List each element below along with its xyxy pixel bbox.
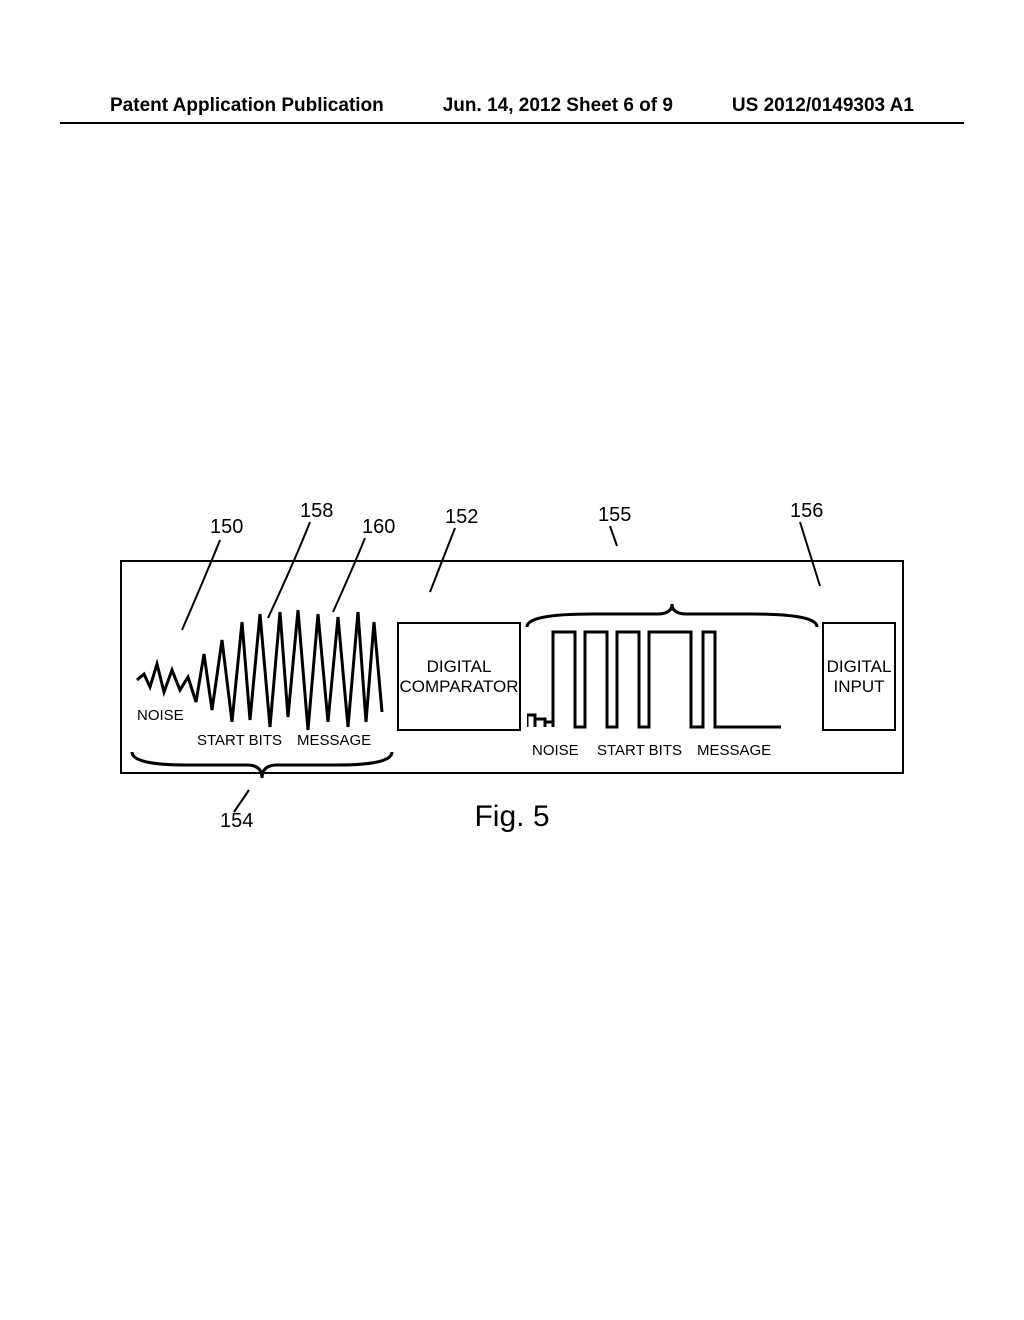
header-rule	[60, 122, 964, 124]
digital-input-box: DIGITAL INPUT	[822, 622, 896, 731]
label-startbits-2: START BITS	[597, 742, 682, 759]
input-line2: INPUT	[824, 677, 894, 697]
figure-caption: Fig. 5	[0, 800, 1024, 834]
label-message-1: MESSAGE	[297, 732, 371, 749]
label-noise-2: NOISE	[532, 742, 579, 759]
input-line1: DIGITAL	[824, 657, 894, 677]
figure-outline: NOISE START BITS MESSAGE DIGITAL COMPARA…	[120, 560, 904, 774]
digital-comparator-box: DIGITAL COMPARATOR	[397, 622, 521, 731]
header-right: US 2012/0149303 A1	[732, 95, 914, 117]
brace-155	[522, 602, 822, 632]
comparator-line1: DIGITAL	[399, 657, 519, 677]
label-noise-1: NOISE	[137, 707, 184, 724]
label-message-2: MESSAGE	[697, 742, 771, 759]
header-left: Patent Application Publication	[110, 95, 384, 117]
label-startbits-1: START BITS	[197, 732, 282, 749]
comparator-line2: COMPARATOR	[399, 677, 519, 697]
header-center: Jun. 14, 2012 Sheet 6 of 9	[443, 95, 673, 117]
brace-154	[127, 750, 397, 790]
